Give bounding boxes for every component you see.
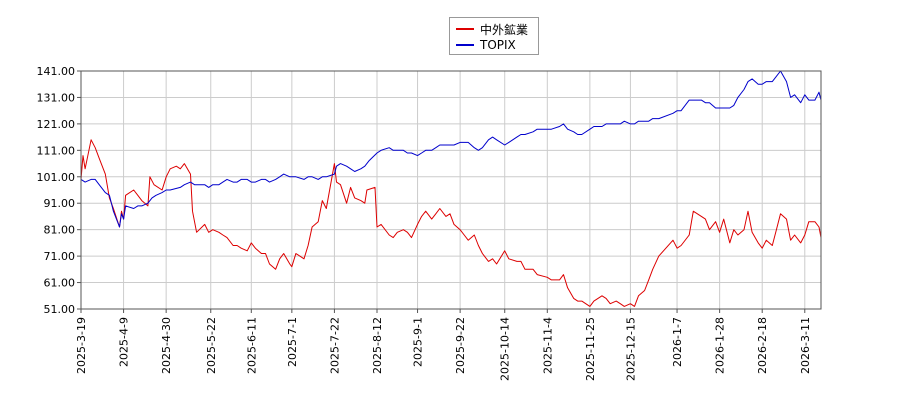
series-lines (80, 70, 822, 307)
x-tick-label: 2025-7-22 (328, 317, 341, 374)
x-axis-ticks: 2025-3-19 2025-4-9 2025-4-30 2025-5-22 2025-… (75, 309, 812, 381)
x-tick-label: 2025-4-30 (160, 317, 173, 374)
grid-lines (80, 70, 821, 310)
legend-swatch-0 (456, 28, 474, 30)
x-tick-label: 2025-4-9 (118, 317, 131, 367)
x-tick-label: 2025-6-11 (245, 317, 258, 374)
x-tick-label: 2025-11-4 (541, 317, 554, 374)
plot-frame (80, 70, 822, 310)
y-tick-label: 91.00 (44, 197, 76, 210)
legend-label-1: TOPIX (480, 38, 516, 52)
legend-item-1: TOPIX (456, 37, 516, 53)
y-axis-ticks: 141.00 131.00 121.00 111.00 101.00 91.00 81.00… (37, 65, 81, 316)
legend-label-0: 中外鉱業 (480, 22, 529, 37)
y-tick-label: 101.00 (37, 171, 76, 184)
y-tick-label: 111.00 (37, 144, 76, 157)
y-tick-label: 121.00 (37, 118, 76, 131)
legend-item-0: 中外鉱業 (456, 21, 528, 37)
x-tick-label: 2026-1-28 (714, 317, 727, 374)
series-line-1 (80, 70, 822, 228)
x-tick-label: 2026-3-11 (799, 317, 812, 374)
y-tick-label: 61.00 (44, 277, 76, 290)
y-tick-label: 71.00 (44, 250, 76, 263)
x-tick-label: 2025-3-19 (75, 317, 88, 374)
x-tick-label: 2025-7-1 (286, 317, 299, 367)
legend: 中外鉱業 TOPIX (449, 17, 539, 55)
x-tick-label: 2025-5-22 (205, 317, 218, 374)
x-tick-label: 2025-9-22 (454, 317, 467, 374)
x-tick-label: 2026-1-7 (671, 317, 684, 367)
y-tick-label: 51.00 (44, 303, 76, 316)
y-tick-label: 141.00 (37, 65, 76, 78)
x-tick-label: 2026-2-18 (756, 317, 769, 374)
series-line-0 (80, 139, 822, 307)
y-tick-label: 131.00 (37, 91, 76, 104)
legend-swatch-1 (456, 44, 474, 46)
x-tick-label: 2025-8-12 (371, 317, 384, 374)
y-tick-label: 81.00 (44, 224, 76, 237)
x-tick-label: 2025-9-1 (412, 317, 425, 367)
x-tick-label: 2025-12-15 (624, 317, 637, 381)
x-tick-label: 2025-11-25 (584, 317, 597, 381)
x-tick-label: 2025-10-14 (499, 317, 512, 381)
